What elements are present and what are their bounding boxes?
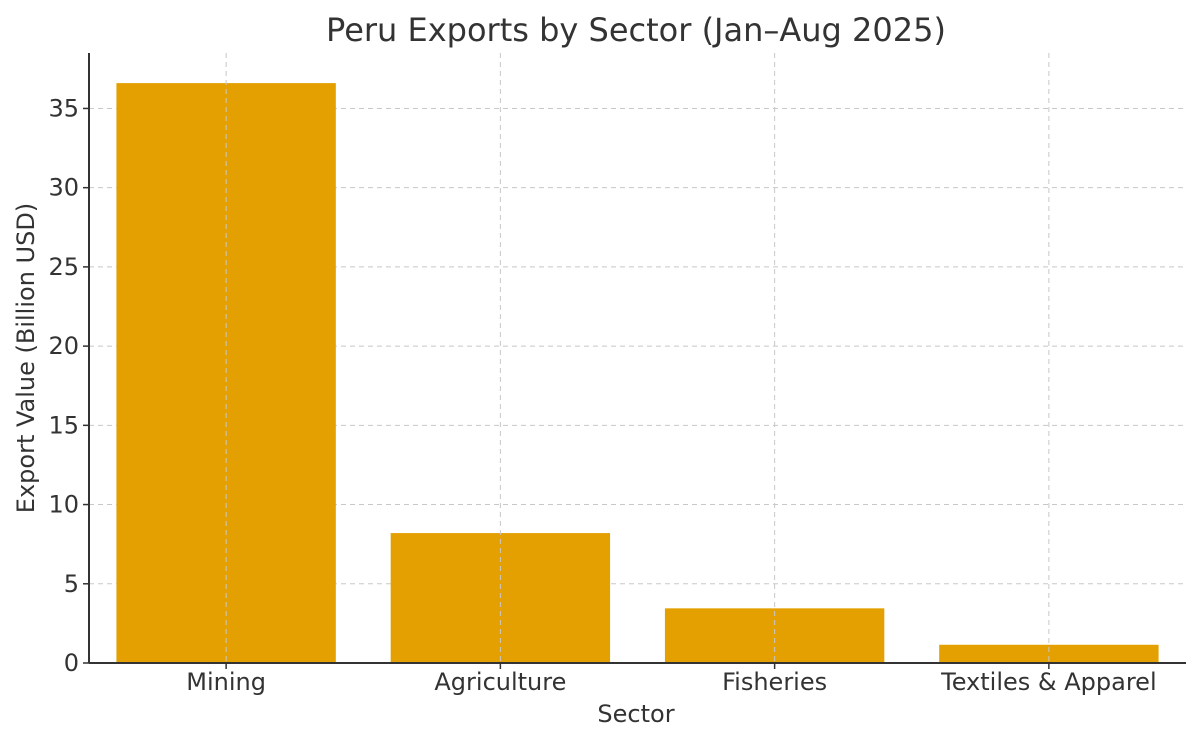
vertical-grid <box>225 53 1050 663</box>
bars <box>116 83 1159 664</box>
y-tick-label: 5 <box>64 570 79 598</box>
x-tick-label: Textiles & Apparel <box>940 668 1156 696</box>
y-tick-label: 15 <box>48 411 79 439</box>
y-tick-label: 0 <box>64 649 79 677</box>
x-tick-label: Fisheries <box>722 668 827 696</box>
x-tick-label: Mining <box>186 668 266 696</box>
x-axis-label: Sector <box>597 700 674 728</box>
y-axis-ticks: 0 5 10 15 20 25 30 35 <box>48 94 89 677</box>
y-axis-label: Export Value (Billion USD) <box>12 203 40 513</box>
x-axis-ticks: Mining Agriculture Fisheries Textiles & App… <box>186 663 1157 696</box>
y-tick-label: 35 <box>48 94 79 122</box>
bar-textiles-apparel <box>939 644 1159 663</box>
x-tick-label: Agriculture <box>434 668 566 696</box>
chart-title: Peru Exports by Sector (Jan–Aug 2025) <box>326 11 946 49</box>
y-tick-label: 25 <box>48 253 79 281</box>
bar-fisheries <box>664 608 885 663</box>
y-tick-label: 20 <box>48 332 79 360</box>
axes <box>88 53 1186 664</box>
y-tick-label: 30 <box>48 174 79 202</box>
y-tick-label: 10 <box>48 491 79 519</box>
